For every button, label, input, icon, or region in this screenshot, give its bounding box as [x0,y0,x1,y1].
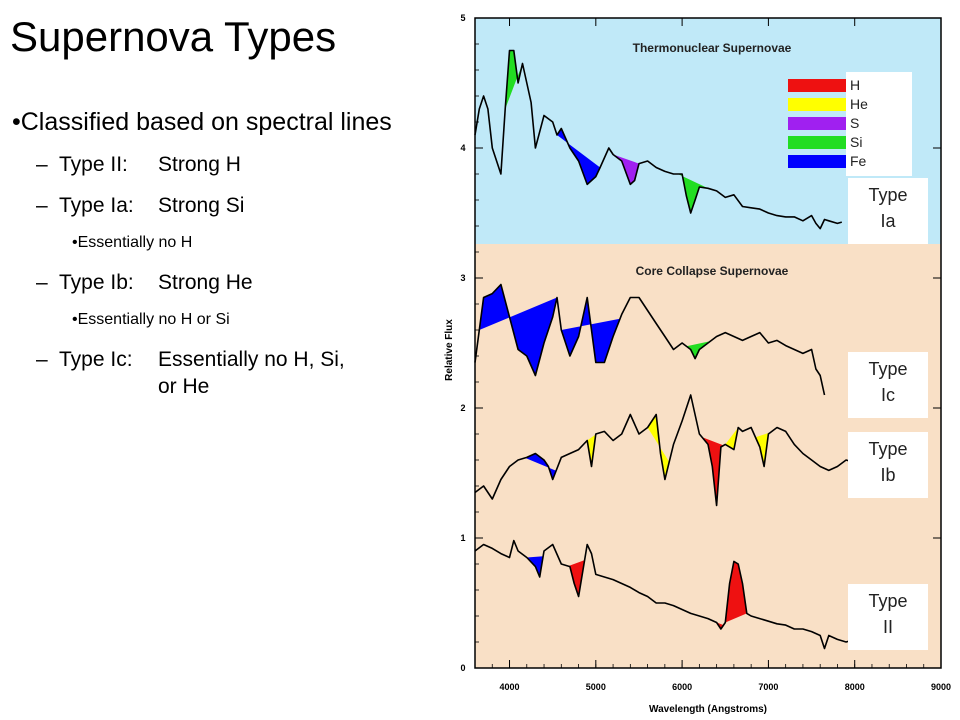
element-legend: H He S Si Fe [788,72,912,176]
feature-s [613,154,639,185]
y-axis-label: Relative Flux [444,319,455,381]
label-type-ic: Type Ic [848,352,928,418]
bullet-dash: – [36,348,48,371]
bullet-type-ia: – Type Ia: Strong Si [36,192,432,219]
bullet-label: Type Ib: [59,271,134,294]
feature-h [568,560,585,597]
feature-fe [561,297,620,363]
bullet-ib-note: •Essentially no H or Si [72,311,230,328]
spectrum-type-ic [474,283,826,396]
x-tick-label: 6000 [672,682,692,692]
bullet-ia-note: •Essentially no H [72,234,193,251]
legend-swatch [788,79,846,92]
plot-frame [474,17,942,669]
bullet-dash: – [36,271,48,294]
bullet-desc: Strong Si [158,194,245,217]
y-tick-label: 3 [460,273,465,283]
bullet-dash: – [36,153,48,176]
region-title-core-collapse: Core Collapse Supernovae [636,264,789,278]
spectrum-lines [474,49,855,650]
label-type-ii: Type II [848,584,928,650]
bullet-label: Type Ic: [59,348,133,371]
series-label: Type II [868,591,908,637]
legend-label: Fe [850,153,867,169]
bullet-label: Type II: [59,153,128,176]
feature-h [702,437,724,506]
x-tick-label: 7000 [758,682,778,692]
legend-swatch [788,155,846,168]
x-tick-label: 4000 [500,682,520,692]
y-tick-label: 2 [460,403,465,413]
bullet-dash: – [36,194,48,217]
bullet-type-ic: – Type Ic: Essentially no H, Si, or He [36,346,432,400]
bullet-list: •Classified based on spectral lines – Ty… [12,106,432,414]
y-tick-label: 5 [460,13,465,23]
bullet-desc: Strong H [158,153,241,176]
bullet-type-ii: – Type II: Strong H [36,151,432,178]
legend-label: He [850,96,868,112]
bullet-classification: •Classified based on spectral lines [12,108,392,136]
spectrum-type-ia [474,49,843,230]
y-tick-label: 4 [460,143,465,153]
x-tick-label: 5000 [586,682,606,692]
bullet-desc: Strong He [158,271,253,294]
series-label: Type Ib [868,439,908,485]
legend-swatch [788,117,846,130]
feature-he [647,414,670,480]
region-title-thermonuclear: Thermonuclear Supernovae [633,41,792,55]
bullet-desc: Essentially no H, Si, or He [158,348,345,398]
legend-label: S [850,115,860,131]
feature-fe [479,284,557,376]
x-tick-label: 9000 [931,682,951,692]
y-axis: 0 1 2 3 4 5 [460,13,941,673]
legend-label: Si [850,134,863,150]
y-tick-label: 1 [460,533,465,543]
y-tick-label: 0 [460,663,465,673]
feature-fe [525,453,557,480]
label-type-ia: Type Ia [848,178,928,244]
x-axis: 4000 5000 6000 7000 8000 9000 [474,18,951,692]
bullet-label: Type Ia: [59,194,134,217]
feature-si [505,50,523,109]
spectrum-type-ib [474,394,855,507]
feature-si [677,174,708,213]
x-tick-label: 8000 [845,682,865,692]
legend-swatch [788,98,846,111]
feature-fe [557,128,601,185]
label-type-ib: Type Ib [848,432,928,498]
series-label: Type Ic [868,359,908,405]
series-label: Type Ia [868,185,908,231]
x-axis-label: Wavelength (Angstroms) [649,704,767,715]
slide-title: Supernova Types [10,13,337,60]
feature-h [725,561,747,623]
legend-swatch [788,136,846,149]
spectrum-type-ii [474,539,855,650]
legend-label: H [850,77,861,93]
bullet-type-ib: – Type Ib: Strong He [36,269,432,296]
